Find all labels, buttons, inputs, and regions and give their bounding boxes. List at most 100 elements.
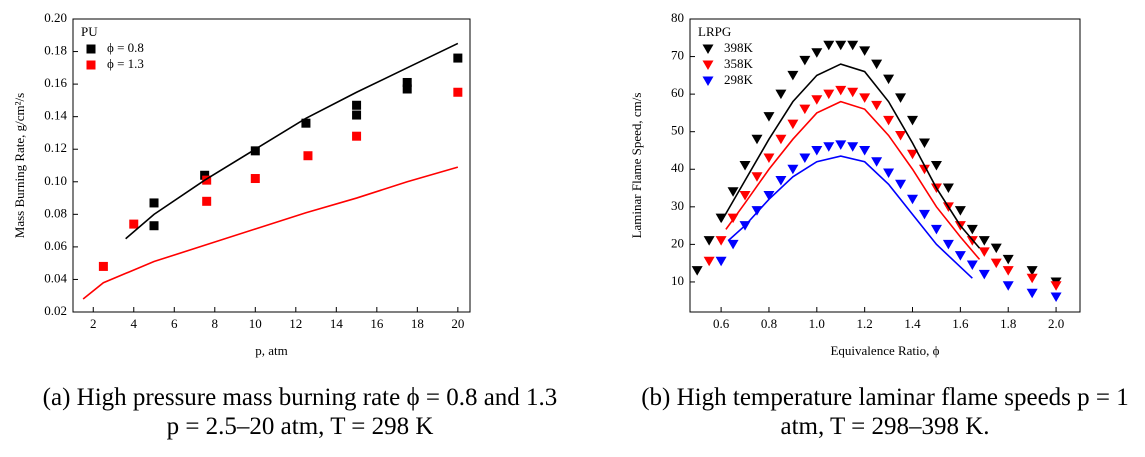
marker bbox=[202, 196, 212, 206]
marker bbox=[990, 258, 1002, 269]
marker bbox=[763, 191, 775, 201]
marker bbox=[1002, 281, 1014, 291]
x-tick-label: 12 bbox=[289, 316, 302, 331]
marker bbox=[930, 224, 942, 235]
y-tick-label: 0.20 bbox=[44, 10, 67, 25]
legend-marker bbox=[702, 76, 714, 86]
x-tick-label: 6 bbox=[171, 316, 178, 331]
marker bbox=[954, 206, 966, 216]
marker bbox=[859, 93, 871, 103]
marker bbox=[250, 146, 260, 156]
marker bbox=[453, 53, 463, 63]
x-tick-label: 1.8 bbox=[1000, 316, 1016, 331]
marker bbox=[1002, 254, 1014, 265]
x-tick-label: 16 bbox=[370, 316, 384, 331]
marker bbox=[859, 46, 871, 56]
marker bbox=[811, 48, 823, 58]
y-tick-label: 0.02 bbox=[44, 303, 67, 318]
x-tick-label: 4 bbox=[131, 316, 138, 331]
marker bbox=[918, 138, 930, 148]
marker bbox=[775, 89, 787, 100]
marker bbox=[835, 140, 847, 150]
legend-marker bbox=[86, 44, 96, 54]
marker bbox=[775, 134, 787, 145]
marker bbox=[727, 187, 739, 197]
y-axis-label: Mass Burning Rate, g/cm²/s bbox=[12, 93, 27, 238]
marker bbox=[250, 174, 260, 184]
marker bbox=[303, 151, 313, 161]
x-tick-label: 20 bbox=[451, 316, 464, 331]
marker bbox=[751, 172, 763, 182]
marker bbox=[966, 260, 978, 271]
marker bbox=[978, 269, 990, 280]
marker bbox=[787, 119, 799, 130]
marker bbox=[990, 243, 1002, 254]
marker bbox=[918, 164, 930, 175]
marker bbox=[352, 110, 362, 120]
marker bbox=[799, 55, 811, 66]
marker bbox=[811, 145, 823, 156]
y-tick-label: 60 bbox=[671, 85, 684, 100]
fit-line bbox=[725, 100, 981, 260]
y-tick-label: 0.16 bbox=[44, 75, 67, 90]
marker bbox=[823, 40, 835, 51]
fit-line bbox=[125, 42, 459, 240]
marker bbox=[703, 256, 715, 267]
marker bbox=[1002, 266, 1014, 276]
x-tick-label: 10 bbox=[249, 316, 262, 331]
x-tick-label: 8 bbox=[212, 316, 219, 331]
marker bbox=[883, 115, 895, 126]
marker bbox=[811, 95, 823, 105]
x-tick-label: 1.4 bbox=[904, 316, 921, 331]
marker bbox=[739, 191, 751, 201]
x-tick-label: 0.6 bbox=[713, 316, 730, 331]
marker bbox=[871, 59, 883, 70]
marker bbox=[200, 170, 210, 180]
y-tick-label: 70 bbox=[671, 48, 684, 63]
legend-title: LRPG bbox=[698, 24, 731, 39]
fit-line bbox=[727, 155, 973, 279]
plot-frame bbox=[72, 18, 471, 313]
marker bbox=[727, 239, 739, 250]
marker bbox=[202, 175, 212, 185]
marker bbox=[847, 87, 859, 98]
marker bbox=[835, 85, 847, 96]
marker bbox=[907, 115, 919, 126]
marker bbox=[129, 219, 139, 229]
x-tick-label: 1.6 bbox=[952, 316, 969, 331]
caption: (b) High temperature laminar flame speed… bbox=[641, 384, 1129, 440]
marker bbox=[149, 198, 159, 208]
marker bbox=[98, 261, 108, 271]
marker bbox=[835, 40, 847, 51]
marker bbox=[907, 194, 919, 205]
marker bbox=[823, 89, 835, 100]
y-tick-label: 0.08 bbox=[44, 205, 67, 220]
marker bbox=[715, 236, 727, 246]
y-tick-label: 20 bbox=[671, 235, 684, 250]
marker bbox=[859, 145, 871, 156]
marker bbox=[691, 266, 703, 276]
marker bbox=[918, 209, 930, 220]
marker bbox=[352, 100, 362, 110]
marker bbox=[1050, 292, 1062, 302]
marker bbox=[895, 179, 907, 190]
marker bbox=[799, 104, 811, 115]
y-tick-label: 50 bbox=[671, 123, 684, 138]
caption: (a) High pressure mass burning rate ϕ = … bbox=[42, 384, 558, 440]
legend-marker bbox=[702, 44, 714, 54]
x-tick-label: 2 bbox=[90, 316, 97, 331]
legend-title: PU bbox=[81, 24, 98, 39]
legend-label: ϕ = 0.8 bbox=[107, 40, 144, 55]
legend-marker bbox=[702, 60, 714, 70]
y-tick-label: 30 bbox=[671, 198, 684, 213]
marker bbox=[883, 168, 895, 179]
marker bbox=[942, 183, 954, 194]
y-tick-label: 10 bbox=[671, 273, 684, 288]
y-tick-label: 0.04 bbox=[44, 270, 67, 285]
y-axis-label: Laminar Flame Speed, cm/s bbox=[629, 93, 644, 239]
x-tick-label: 0.8 bbox=[761, 316, 777, 331]
marker bbox=[966, 224, 978, 235]
x-tick-label: 1.0 bbox=[809, 316, 825, 331]
marker bbox=[907, 149, 919, 160]
